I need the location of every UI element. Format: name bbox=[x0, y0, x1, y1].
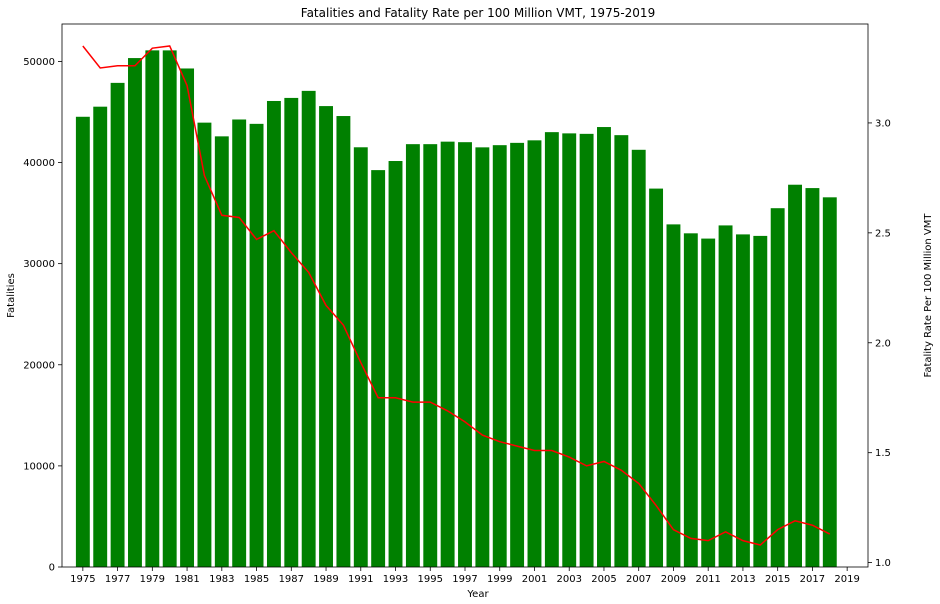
bar-2009 bbox=[666, 224, 681, 567]
bar-1993 bbox=[388, 161, 403, 567]
x-tick-label: 1979 bbox=[140, 574, 165, 585]
x-tick-label: 2017 bbox=[800, 574, 825, 585]
bar-2013 bbox=[735, 234, 750, 567]
bar-1994 bbox=[405, 144, 420, 567]
bar-2016 bbox=[788, 184, 802, 567]
bar-1991 bbox=[353, 147, 368, 567]
bar-1999 bbox=[492, 145, 507, 568]
bar-1985 bbox=[249, 123, 264, 567]
y-tick-label: 20000 bbox=[23, 360, 55, 371]
y2-tick-label: 2.0 bbox=[875, 338, 891, 349]
y-tick-label: 50000 bbox=[23, 57, 55, 68]
y2-tick-label: 1.5 bbox=[875, 448, 891, 459]
bar-1978 bbox=[128, 58, 142, 567]
x-tick-label: 1991 bbox=[348, 574, 373, 585]
y-tick-label: 0 bbox=[49, 563, 55, 574]
bar-1984 bbox=[232, 119, 247, 568]
bar-2007 bbox=[631, 149, 646, 568]
bar-2000 bbox=[510, 142, 525, 568]
bar-1996 bbox=[440, 141, 455, 567]
bar-1988 bbox=[301, 90, 316, 568]
bar-1998 bbox=[475, 147, 490, 567]
bar-1986 bbox=[266, 100, 281, 567]
x-tick-label: 1981 bbox=[174, 574, 199, 585]
y2-tick-label: 3.0 bbox=[875, 118, 891, 129]
chart-title: Fatalities and Fatality Rate per 100 Mil… bbox=[301, 6, 655, 20]
x-tick-label: 1995 bbox=[418, 574, 443, 585]
bar-2015 bbox=[770, 208, 785, 567]
x-tick-label: 2009 bbox=[661, 574, 686, 585]
bar-2005 bbox=[597, 127, 611, 567]
x-tick-label: 2015 bbox=[765, 574, 790, 585]
bar-2010 bbox=[683, 233, 698, 567]
bar-1975 bbox=[75, 116, 90, 567]
bar-1992 bbox=[371, 170, 386, 568]
y-tick-label: 30000 bbox=[23, 259, 55, 270]
bar-1983 bbox=[214, 136, 229, 567]
bar-1995 bbox=[423, 144, 438, 567]
bar-2004 bbox=[579, 133, 594, 567]
bar-2018 bbox=[822, 197, 837, 567]
bar-1980 bbox=[162, 50, 177, 567]
x-tick-label: 2001 bbox=[522, 574, 547, 585]
x-tick-label: 1999 bbox=[487, 574, 512, 585]
y2-axis-label: Fatality Rate Per 100 Million VMT bbox=[923, 213, 934, 378]
bar-1977 bbox=[110, 82, 125, 568]
y2-tick-label: 1.0 bbox=[875, 558, 891, 569]
bar-1987 bbox=[284, 97, 299, 568]
bar-2006 bbox=[614, 135, 629, 567]
x-tick-label: 2005 bbox=[591, 574, 616, 585]
x-tick-label: 2011 bbox=[695, 574, 720, 585]
bar-2008 bbox=[649, 188, 664, 567]
bar-1979 bbox=[145, 50, 160, 568]
x-axis-label: Year bbox=[466, 589, 489, 600]
x-tick-label: 1983 bbox=[209, 574, 234, 585]
bar-1990 bbox=[336, 116, 351, 567]
bar-2014 bbox=[753, 235, 768, 567]
x-tick-label: 2019 bbox=[834, 574, 859, 585]
bar-1981 bbox=[180, 68, 195, 567]
bar-2001 bbox=[527, 140, 542, 567]
bar-1982 bbox=[197, 122, 212, 567]
y-tick-label: 10000 bbox=[23, 461, 55, 472]
bar-2002 bbox=[544, 132, 559, 567]
x-tick-label: 2007 bbox=[626, 574, 651, 585]
fatality-rate-line bbox=[82, 45, 831, 546]
bar-1989 bbox=[319, 106, 333, 567]
x-tick-label: 2013 bbox=[730, 574, 755, 585]
bar-2012 bbox=[718, 225, 733, 567]
bar-2003 bbox=[562, 133, 577, 567]
y-axis-label: Fatalities bbox=[6, 273, 17, 318]
x-tick-label: 1987 bbox=[279, 574, 304, 585]
x-tick-label: 1997 bbox=[452, 574, 477, 585]
x-tick-label: 2003 bbox=[556, 574, 581, 585]
x-tick-label: 1989 bbox=[313, 574, 338, 585]
x-tick-label: 1985 bbox=[244, 574, 269, 585]
x-tick-label: 1993 bbox=[383, 574, 408, 585]
bar-1976 bbox=[93, 106, 108, 568]
bar-2011 bbox=[701, 238, 716, 567]
bar-2017 bbox=[805, 188, 820, 567]
y2-tick-label: 2.5 bbox=[875, 228, 891, 239]
x-tick-label: 1975 bbox=[70, 574, 95, 585]
y-tick-label: 40000 bbox=[23, 158, 55, 169]
x-tick-label: 1977 bbox=[105, 574, 130, 585]
bar-1997 bbox=[458, 142, 472, 567]
